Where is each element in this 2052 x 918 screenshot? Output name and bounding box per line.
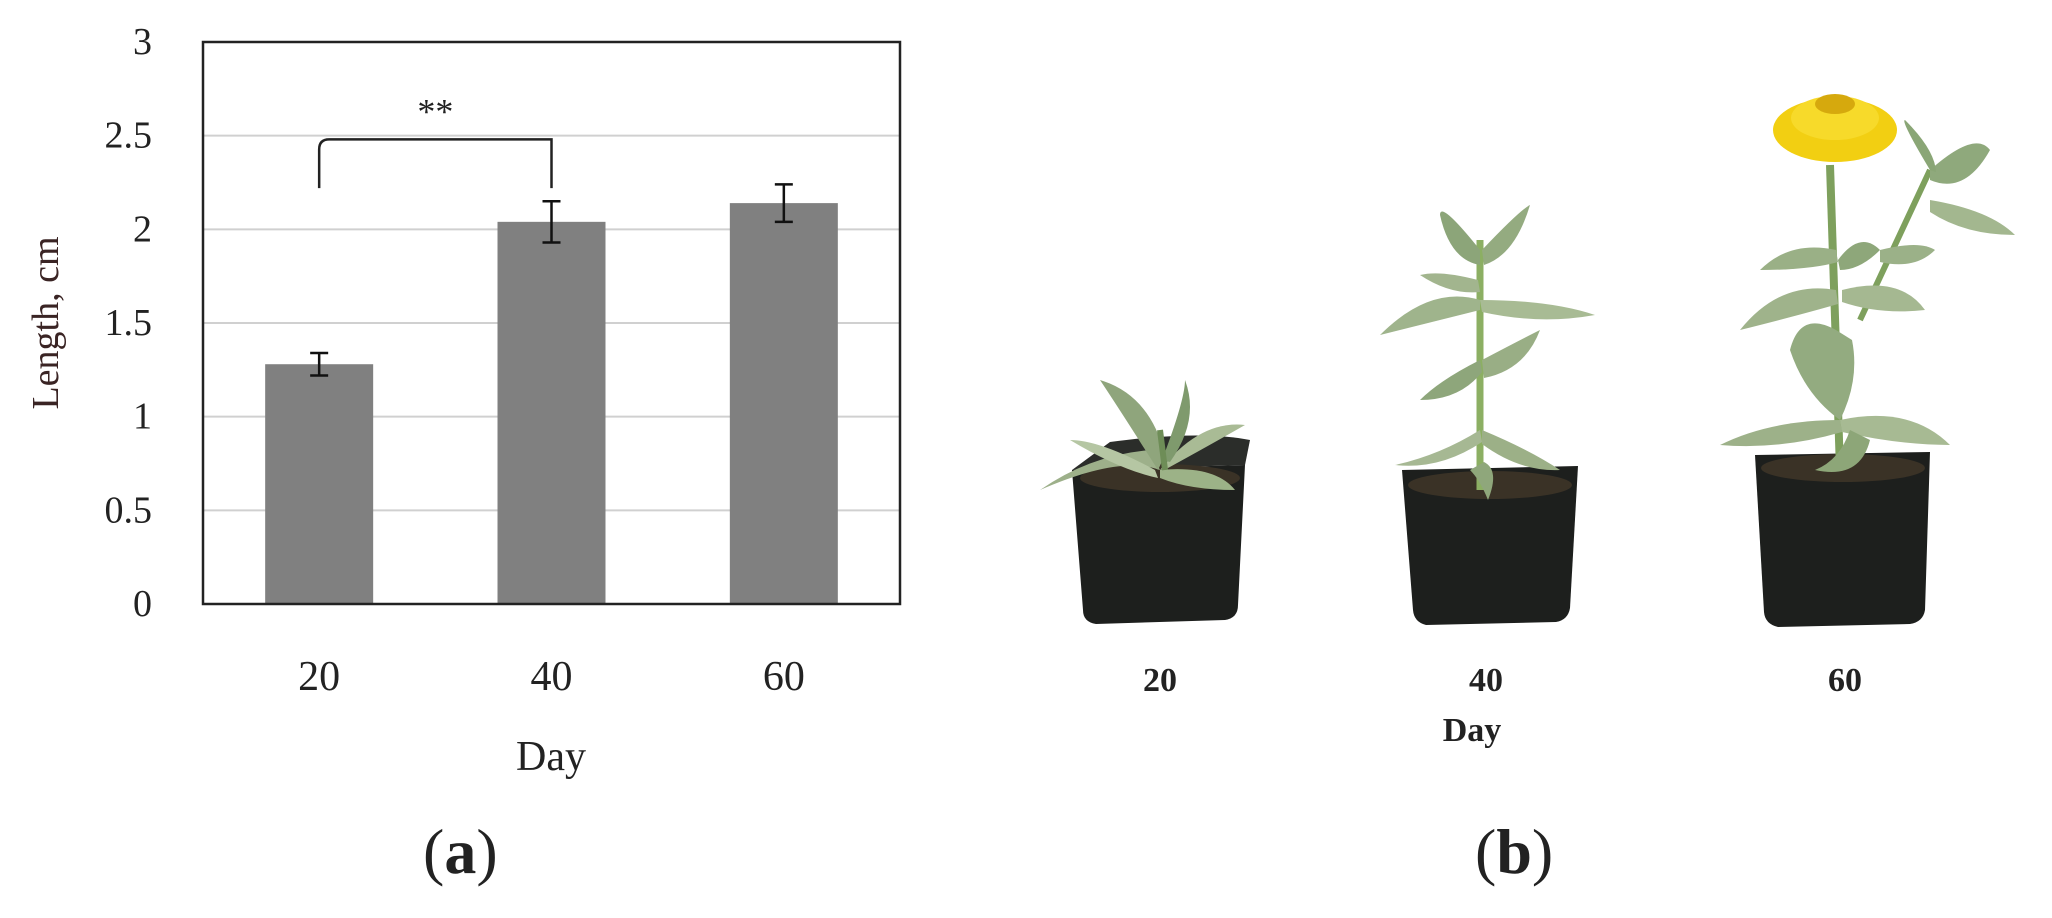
bar: [265, 364, 374, 604]
plot-frame: [201, 40, 902, 606]
error-bars: [310, 183, 793, 377]
y-tick-label: 2.5: [105, 115, 153, 157]
panel-b-label-letter: b: [1496, 816, 1532, 887]
plant-photos: [1040, 94, 2015, 627]
x-tick-label: 60: [763, 654, 805, 700]
significance-bracket: [317, 138, 553, 189]
pot-label-20: 20: [1143, 662, 1177, 699]
y-tick-label: 1.5: [105, 302, 153, 344]
bar: [729, 203, 838, 604]
panel-b-label: (b): [1475, 820, 1553, 884]
pot-label-40: 40: [1469, 662, 1503, 699]
panel-a-label-open: (: [423, 816, 445, 887]
panel-a-label-close: ): [476, 816, 498, 887]
x-tick-label: 20: [298, 654, 340, 700]
y-tick-labels: 0 0.5 1 1.5 2 2.5 3: [105, 21, 153, 625]
y-tick-label: 0: [133, 583, 152, 625]
bars: [265, 203, 838, 604]
panel-b-x-axis-label: Day: [1442, 712, 1502, 749]
plant-day-60: [1720, 94, 2015, 627]
bar-chart: 0 0.5 1 1.5 2 2.5 3 20 40 60 Length, cm Day **: [25, 21, 902, 780]
panel-b-label-open: (: [1475, 816, 1497, 887]
y-tick-label: 1: [133, 396, 152, 438]
bar: [497, 221, 606, 604]
x-tick-labels: 20 40 60: [298, 654, 805, 700]
panel-b-label-close: ): [1531, 816, 1554, 887]
y-tick-label: 3: [133, 21, 152, 63]
pot-label-60: 60: [1828, 662, 1862, 699]
significance-annotation: **: [417, 91, 453, 131]
plant-day-20: [1040, 380, 1250, 624]
plant-day-40: [1380, 205, 1595, 625]
y-tick-label: 0.5: [105, 489, 153, 531]
y-tick-label: 2: [133, 208, 152, 250]
y-axis-label: Length, cm: [25, 236, 67, 409]
x-axis-label: Day: [516, 734, 586, 780]
panel-a-label-letter: a: [444, 816, 477, 887]
panel-a-label: (a): [423, 820, 498, 884]
x-tick-label: 40: [531, 654, 573, 700]
